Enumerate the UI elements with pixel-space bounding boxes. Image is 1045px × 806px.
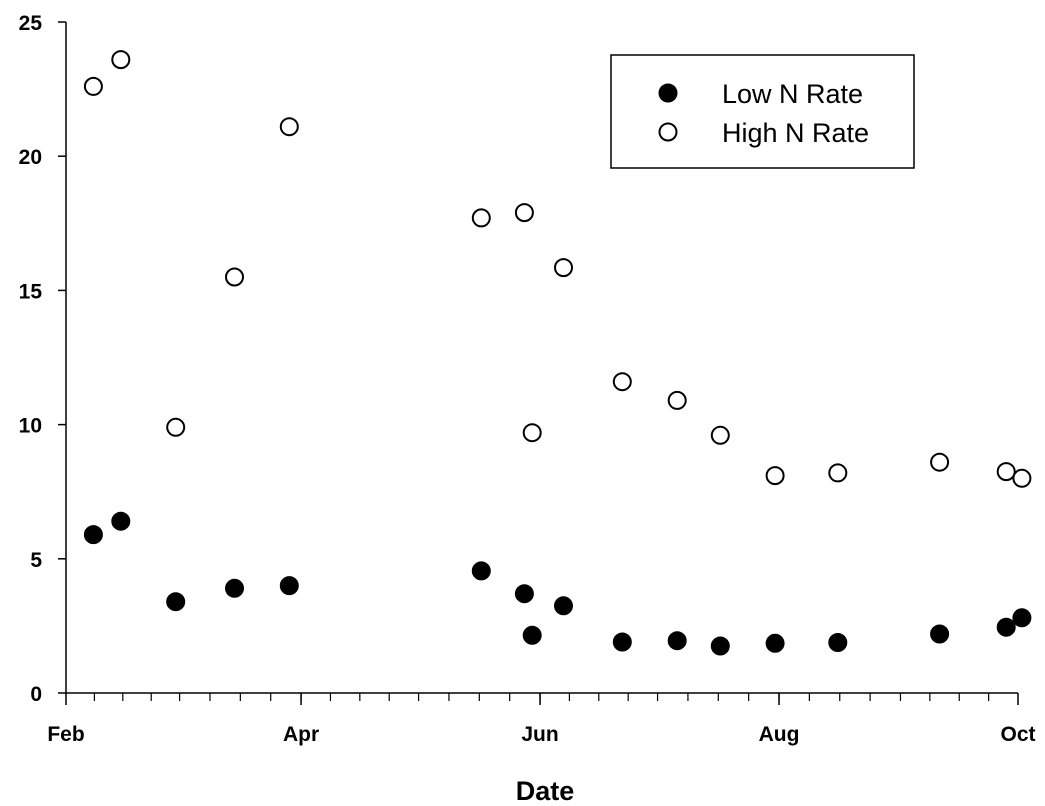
data-point-high-n: [111, 50, 131, 70]
data-point-high-n: [1012, 468, 1032, 488]
data-point-low-n: [996, 617, 1016, 637]
data-point-low-n: [710, 636, 730, 656]
data-point-low-n: [667, 631, 687, 651]
legend-label: Low N Rate: [722, 79, 863, 109]
data-point-low-n: [554, 596, 573, 616]
data-point-low-n: [612, 632, 632, 652]
data-point-high-n: [554, 258, 573, 278]
data-point-high-n: [471, 208, 491, 228]
data-point-high-n: [828, 463, 848, 483]
data-point-low-n: [522, 625, 542, 645]
legend-box: [610, 54, 915, 169]
data-point-high-n: [667, 390, 687, 410]
y-tick-label: 0: [30, 683, 42, 706]
data-point-high-n: [279, 117, 299, 137]
y-tick-label: 20: [19, 146, 42, 169]
x-tick-label: Feb: [47, 723, 84, 746]
y-tick-label: 5: [30, 549, 42, 572]
data-point-low-n: [111, 511, 131, 531]
series-high-n-rate: [83, 50, 1032, 488]
legend-label: High N Rate: [722, 118, 869, 148]
x-tick-label: Oct: [1000, 723, 1035, 746]
data-point-high-n: [166, 417, 186, 437]
data-point-high-n: [996, 462, 1016, 482]
data-point-low-n: [1012, 608, 1032, 628]
data-points: [83, 50, 1032, 656]
x-tick-label: Aug: [759, 723, 800, 746]
data-point-low-n: [828, 633, 848, 652]
data-point-low-n: [765, 633, 785, 653]
y-tick-label: 15: [19, 280, 43, 303]
data-point-low-n: [514, 584, 534, 604]
data-point-high-n: [930, 452, 950, 472]
y-tick-label: 10: [19, 415, 42, 438]
axes: 0 5 10 15 20 25 Feb Apr Jun Aug Oct: [19, 12, 1036, 746]
x-tick-label: Apr: [283, 723, 319, 746]
legend-marker: [658, 83, 678, 103]
data-point-low-n: [83, 525, 103, 545]
data-point-high-n: [522, 423, 542, 443]
legend-entries: Low N Rate High N Rate: [658, 79, 869, 148]
series-low-n-rate: [83, 511, 1032, 656]
data-point-high-n: [514, 203, 534, 223]
x-tick-label: Jun: [521, 723, 558, 746]
x-axis-title: Date: [516, 776, 575, 806]
data-point-low-n: [166, 592, 186, 612]
data-point-high-n: [612, 372, 632, 392]
data-point-low-n: [225, 578, 244, 598]
y-tick-label: 25: [19, 12, 43, 35]
data-point-low-n: [930, 624, 950, 644]
data-point-high-n: [765, 466, 785, 486]
data-point-high-n: [710, 425, 730, 445]
data-point-low-n: [471, 561, 491, 581]
data-point-high-n: [225, 267, 244, 287]
legend: Low N Rate High N Rate: [610, 54, 915, 169]
legend-marker: [658, 122, 678, 142]
data-point-low-n: [279, 576, 299, 596]
data-point-high-n: [83, 76, 103, 96]
